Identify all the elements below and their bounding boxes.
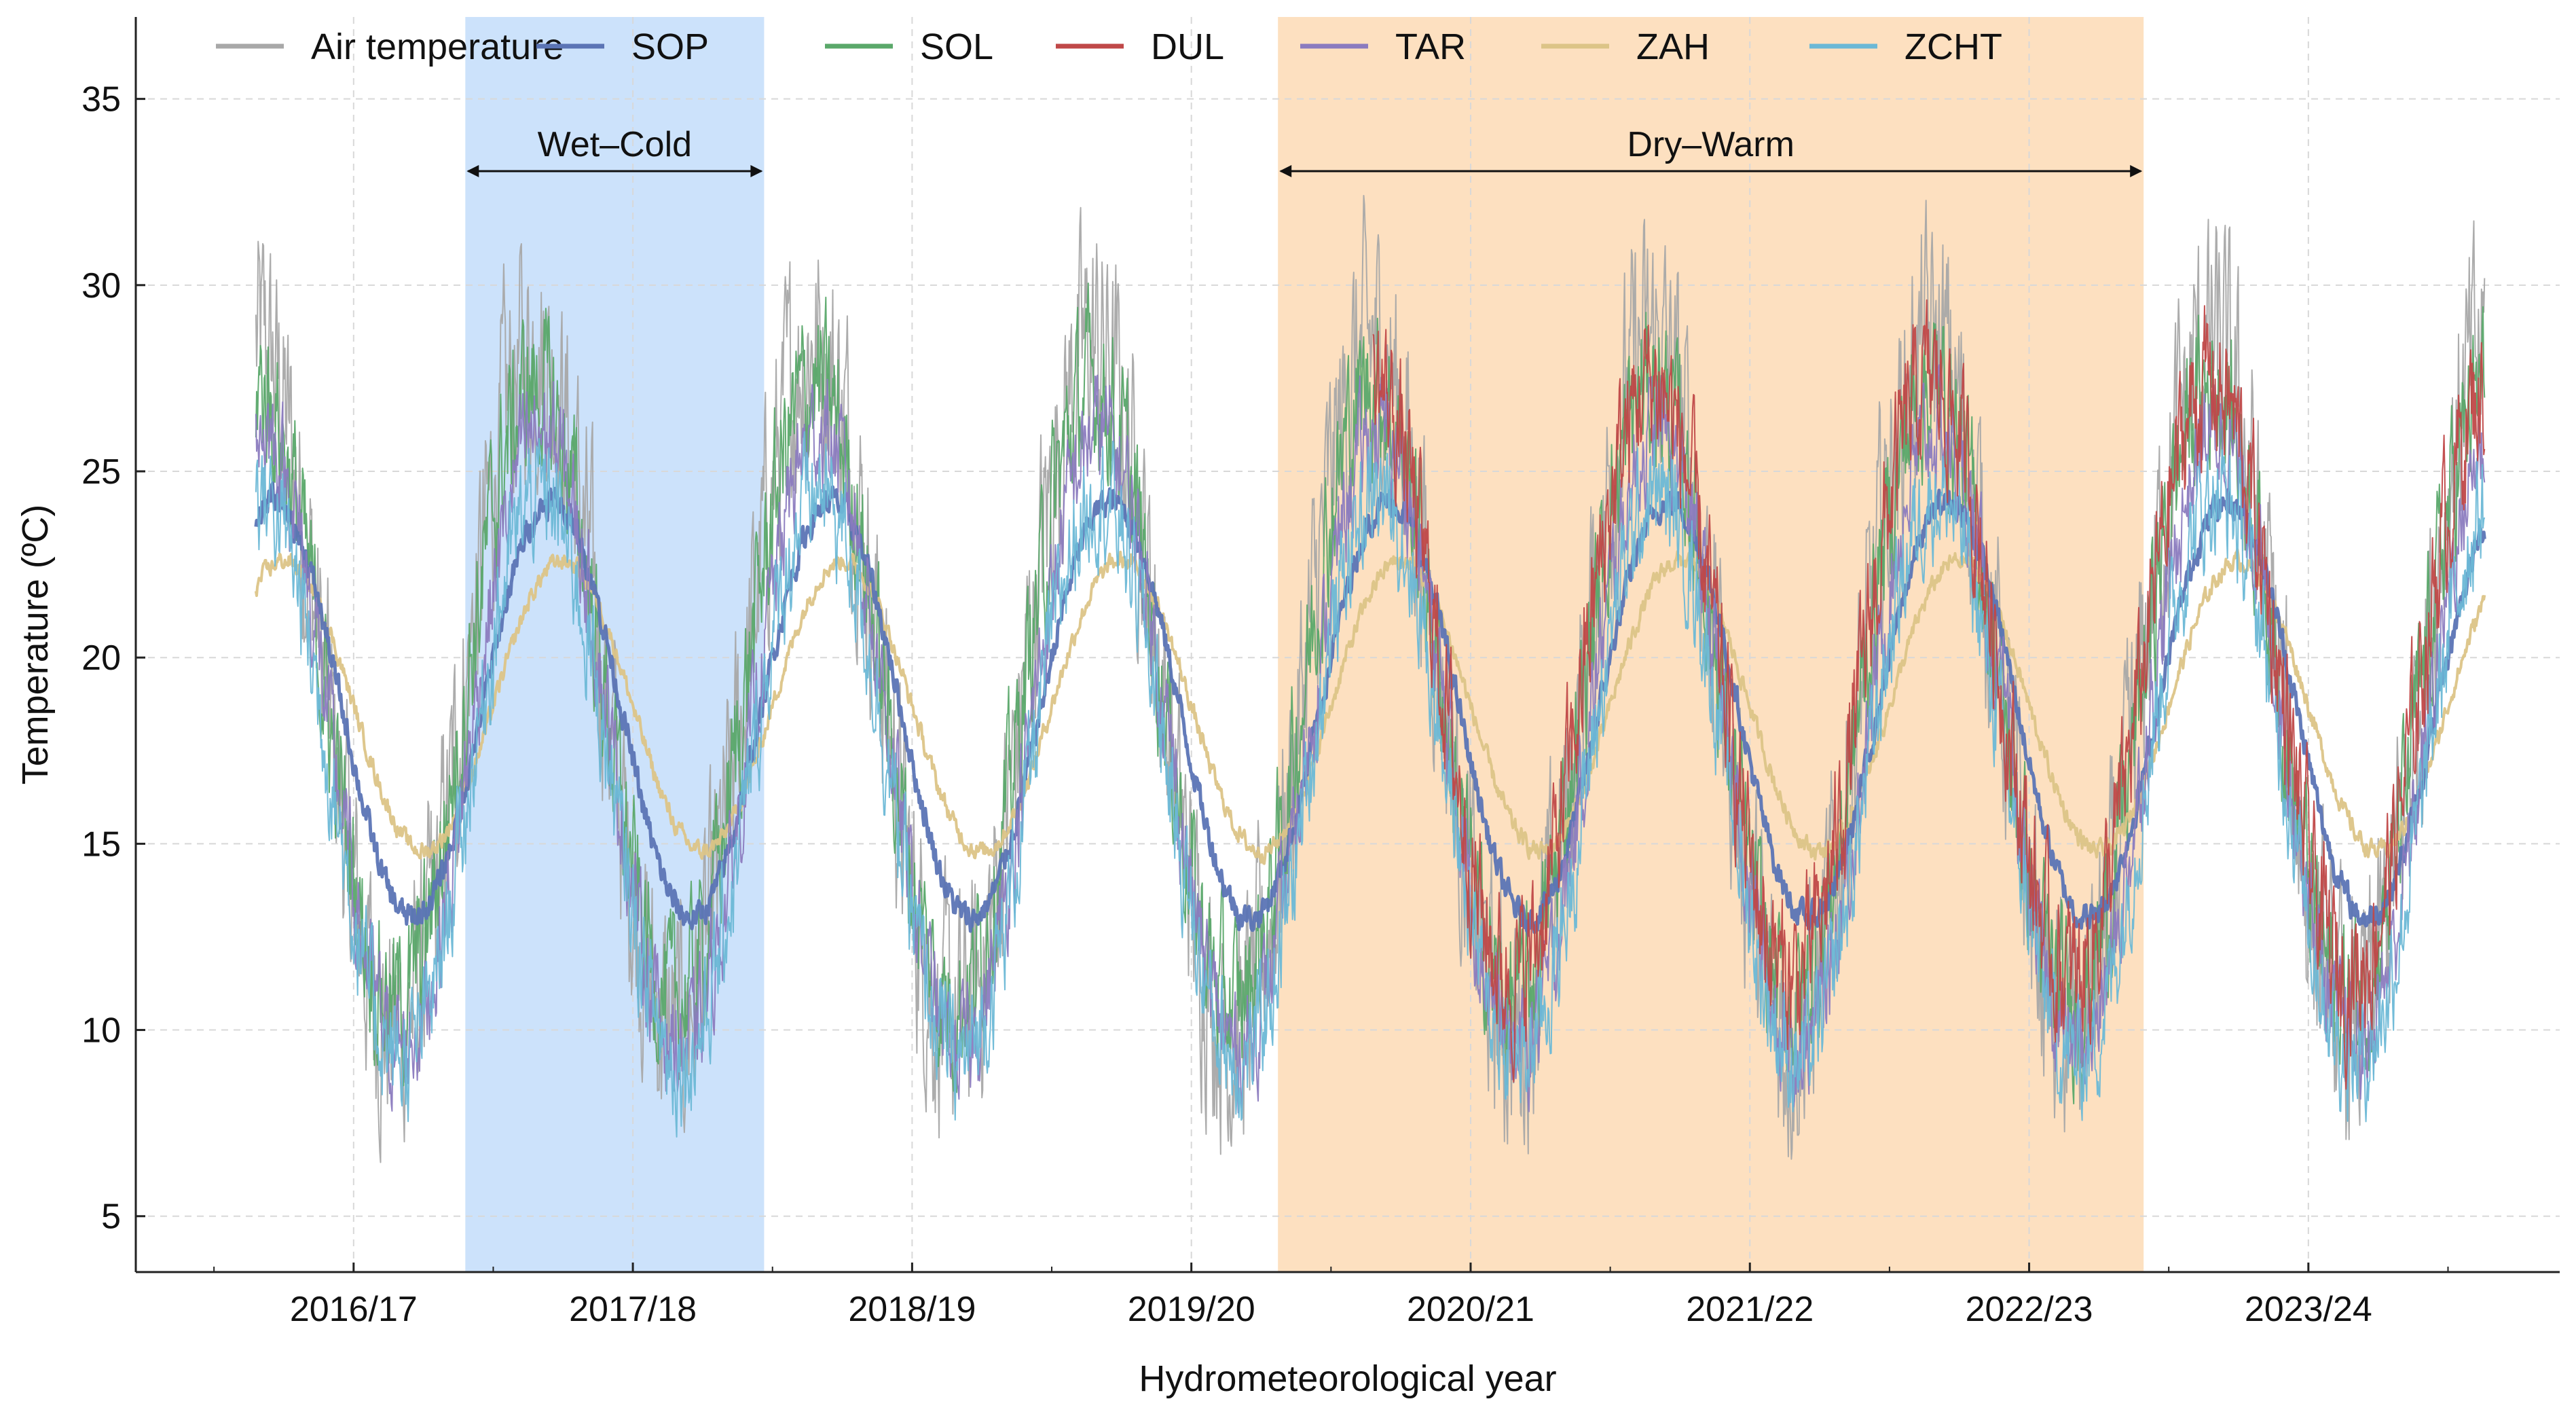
series-line-zcht [255, 431, 2486, 1138]
legend-label-sop: SOP [631, 26, 709, 67]
period-arrowhead-right-dry-warm [2130, 165, 2143, 177]
y-tick-label-5: 5 [101, 1197, 121, 1237]
x-tick-label-2021-22: 2021/22 [1686, 1290, 1814, 1329]
legend-label-air-temperature: Air temperature [311, 26, 564, 67]
y-tick-label-10: 10 [81, 1011, 121, 1051]
x-tick-label-2018-19: 2018/19 [848, 1290, 976, 1329]
period-arrowhead-left-dry-warm [1279, 165, 1292, 177]
legend-label-sol: SOL [920, 26, 993, 67]
legend-label-tar: TAR [1395, 26, 1466, 67]
period-label-dry-warm: Dry–Warm [1627, 125, 1795, 164]
y-tick-label-25: 25 [81, 452, 121, 492]
x-tick-label-2016-17: 2016/17 [290, 1290, 418, 1329]
ticks: 5 10 15 20 25 30 35 2016/17 2017/18 2018/19 2019/2… [81, 80, 2449, 1329]
period-arrowhead-left-wet-cold [466, 165, 479, 177]
x-tick-label-2023-24: 2023/24 [2245, 1290, 2372, 1329]
axes [134, 17, 2560, 1273]
period-labels: Wet–Cold Dry–Warm [466, 125, 2143, 177]
period-arrowhead-right-wet-cold [750, 165, 763, 177]
legend: Air temperature SOP SOL DUL TAR ZAH ZCHT [216, 26, 2002, 67]
legend-label-dul: DUL [1151, 26, 1224, 67]
series-lines [254, 195, 2486, 1163]
x-tick-label-2019-20: 2019/20 [1128, 1290, 1255, 1329]
series-line-sop [254, 481, 2486, 937]
legend-label-zcht: ZCHT [1905, 26, 2002, 67]
x-tick-label-2020-21: 2020/21 [1407, 1290, 1534, 1329]
x-tick-label-2022-23: 2022/23 [1966, 1290, 2093, 1329]
y-tick-label-35: 35 [81, 80, 121, 120]
series-line-dul [1372, 299, 2486, 1090]
x-tick-label-2017-18: 2017/18 [569, 1290, 697, 1329]
y-tick-label-20: 20 [81, 638, 121, 678]
y-tick-label-30: 30 [81, 266, 121, 306]
x-axis-title: Hydrometeorological year [1139, 1358, 1556, 1399]
y-tick-label-15: 15 [81, 824, 121, 864]
legend-label-zah: ZAH [1636, 26, 1710, 67]
period-label-wet-cold: Wet–Cold [538, 125, 692, 164]
y-axis-title: Temperature (ºC) [15, 505, 56, 785]
